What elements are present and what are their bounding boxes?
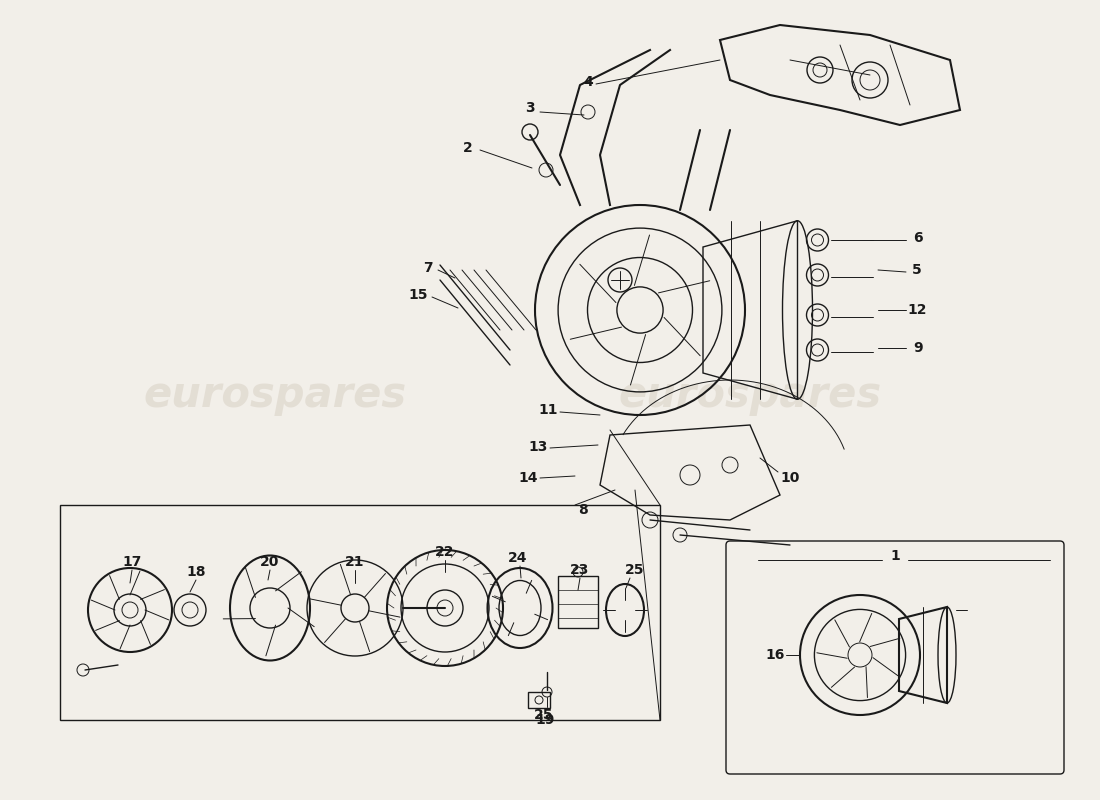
Text: 8: 8: [579, 503, 587, 517]
Text: 7: 7: [424, 261, 432, 275]
Text: 6: 6: [913, 231, 923, 245]
Bar: [60, 505, 660, 720]
Text: 24: 24: [508, 551, 528, 565]
Text: 15: 15: [408, 288, 428, 302]
Text: eurospares: eurospares: [618, 374, 881, 416]
Text: 18: 18: [186, 565, 206, 579]
Text: 5: 5: [912, 263, 922, 277]
Text: 1: 1: [890, 549, 900, 563]
Text: 9: 9: [913, 341, 923, 355]
Text: 12: 12: [908, 303, 926, 317]
Text: 10: 10: [780, 471, 800, 485]
Text: eurospares: eurospares: [143, 374, 407, 416]
Text: 25: 25: [625, 563, 645, 577]
Text: 23: 23: [570, 563, 590, 577]
Text: 20: 20: [261, 555, 279, 569]
Text: 17: 17: [122, 555, 142, 569]
Bar: [528, 692, 550, 708]
Text: 13: 13: [528, 440, 548, 454]
Text: 11: 11: [538, 403, 558, 417]
Text: 2: 2: [463, 141, 473, 155]
Text: 21: 21: [345, 555, 365, 569]
Text: 22: 22: [436, 545, 454, 559]
Text: 14: 14: [518, 471, 538, 485]
Text: 16: 16: [766, 648, 784, 662]
Text: 4: 4: [583, 75, 593, 89]
Text: 25: 25: [535, 708, 553, 722]
Text: 3: 3: [525, 101, 535, 115]
Text: 19: 19: [536, 713, 554, 727]
Bar: [558, 576, 598, 628]
